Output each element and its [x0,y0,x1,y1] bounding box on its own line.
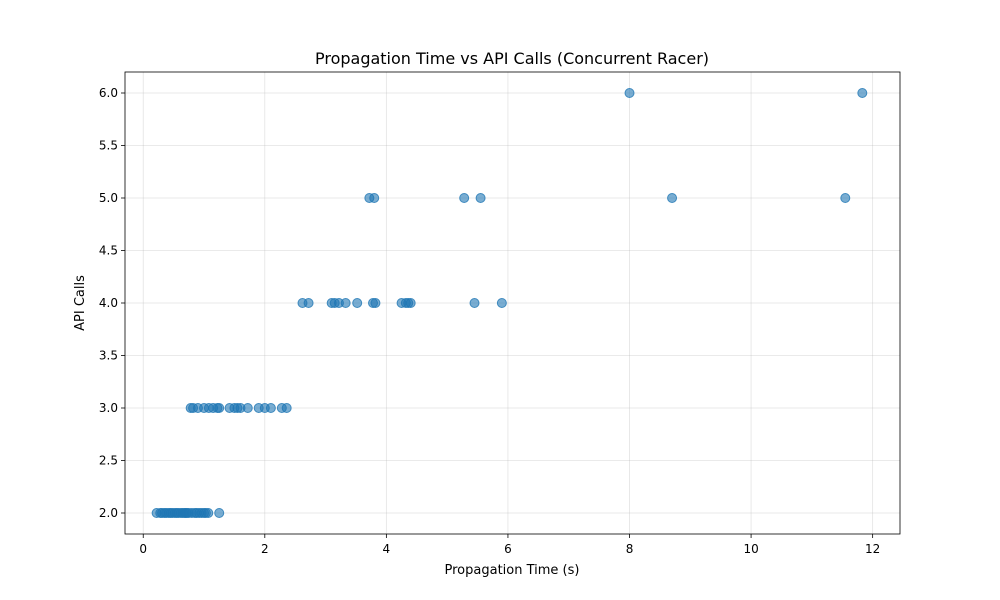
data-point [214,508,225,518]
y-tick-label: 4.5 [99,244,118,258]
grid-layer [125,72,900,534]
x-tick-label: 2 [261,542,269,556]
data-point [265,403,276,413]
data-point [475,193,486,203]
points-layer [151,88,868,518]
data-point [840,193,851,203]
x-tick-label: 8 [626,542,634,556]
x-tick-label: 10 [743,542,758,556]
data-point [281,403,292,413]
data-point [352,298,363,308]
data-point [496,298,507,308]
chart-title: Propagation Time vs API Calls (Concurren… [315,49,709,68]
data-point [667,193,678,203]
y-tick-label: 6.0 [99,86,118,100]
x-tick-label: 0 [139,542,147,556]
data-point [203,508,214,518]
y-tick-label: 3.5 [99,349,118,363]
x-tick-label: 4 [383,542,391,556]
y-tick-label: 5.0 [99,191,118,205]
y-tick-label: 2.0 [99,506,118,520]
data-point [624,88,635,98]
data-point [405,298,416,308]
y-tick-label: 4.0 [99,296,118,310]
x-tick-label: 12 [865,542,880,556]
x-axis-label: Propagation Time (s) [445,563,580,578]
y-tick-label: 3.0 [99,401,118,415]
data-point [369,193,380,203]
y-axis-label: API Calls [73,275,88,331]
data-point [242,403,253,413]
data-point [340,298,351,308]
data-point [469,298,480,308]
ticks-layer: 0 2 4 6 8 10 12 2.0 2.5 3.0 3.5 4.0 4.5 5.0 5.5 6.0 [99,86,880,556]
data-point [214,403,225,413]
x-tick-label: 6 [504,542,512,556]
data-point [303,298,314,308]
y-tick-label: 2.5 [99,454,118,468]
data-point [370,298,381,308]
data-point [857,88,868,98]
data-point [459,193,470,203]
y-tick-label: 5.5 [99,139,118,153]
